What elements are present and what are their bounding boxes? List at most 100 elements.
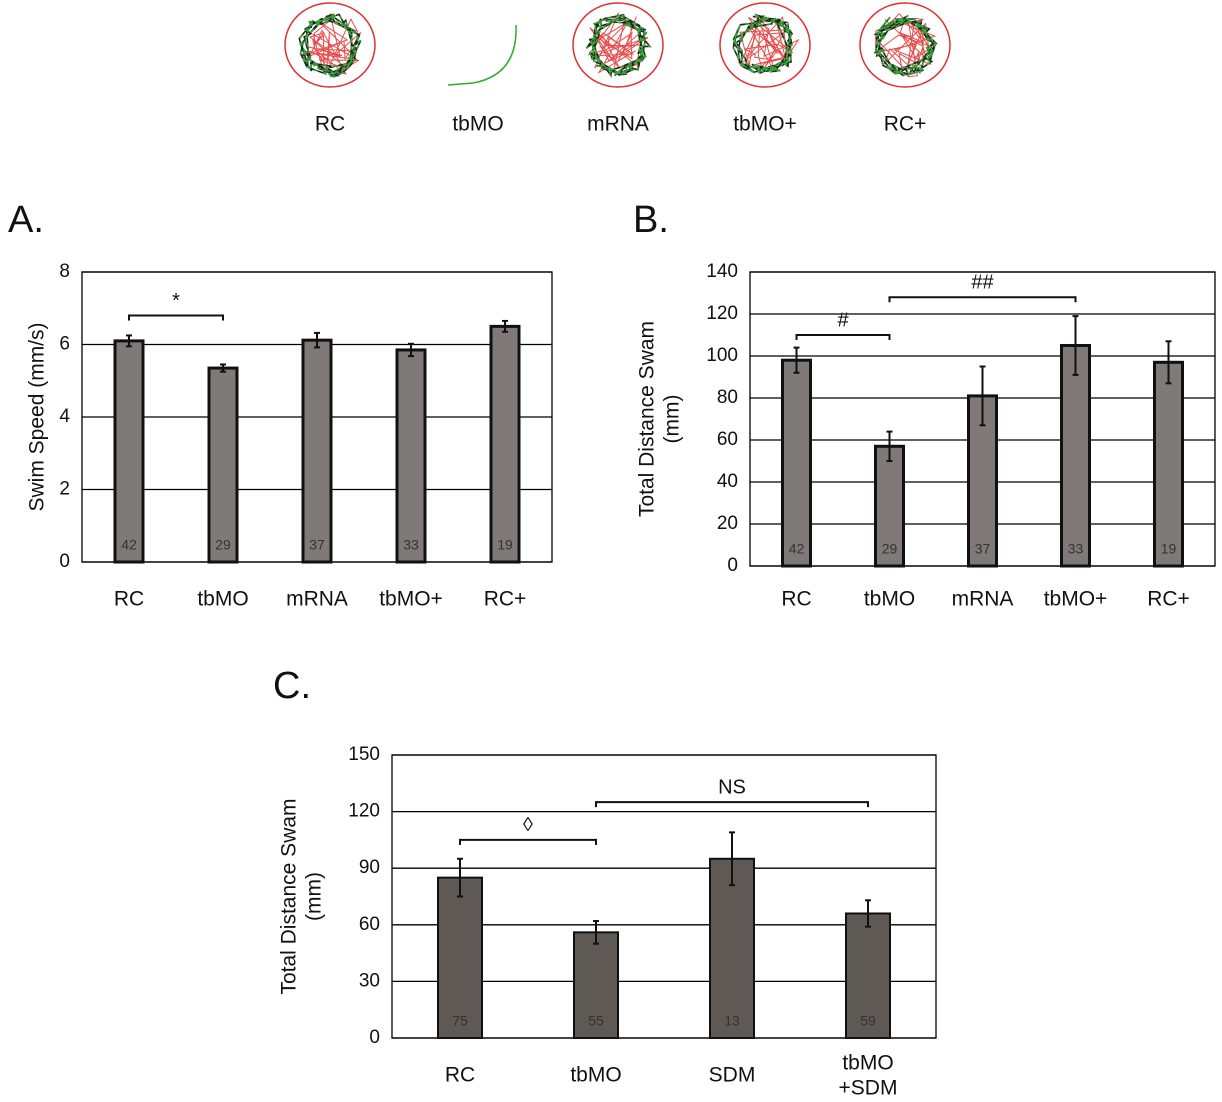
y-tick-label: 30 (359, 970, 380, 991)
y-tick-label: 0 (369, 1027, 380, 1048)
count-label: 42 (789, 541, 805, 557)
bar (301, 338, 333, 564)
significance-label: NS (718, 776, 746, 798)
y-tick-label: 150 (348, 744, 380, 765)
x-tick-label: RC+ (484, 588, 527, 611)
significance-bracket (459, 838, 597, 845)
y-tick-label: 8 (59, 261, 70, 282)
bar (781, 358, 812, 568)
y-tick-label: 60 (359, 914, 380, 935)
count-label: 13 (724, 1013, 740, 1029)
count-label: 59 (860, 1013, 876, 1029)
bar (395, 348, 427, 564)
y-tick-label: 120 (706, 303, 738, 324)
y-tick-label: 0 (727, 555, 738, 576)
x-tick-label: tbMO (864, 588, 915, 611)
significance-bracket (595, 801, 869, 808)
error-bar (593, 920, 599, 945)
x-tick-label: RC+ (1147, 588, 1190, 611)
error-bar (886, 430, 893, 462)
bar (113, 339, 145, 564)
y-tick-label: 100 (706, 345, 738, 366)
y-axis-label: Swim Speed (mm/s) (26, 322, 49, 511)
count-label: 29 (215, 537, 231, 553)
arena (859, 2, 951, 88)
error-bar (1165, 340, 1172, 385)
track-label: RC (315, 113, 345, 136)
x-tick-label: RC (114, 588, 144, 611)
x-tick-label: tbMO+ (1044, 588, 1108, 611)
bar (1153, 360, 1184, 568)
track-green (298, 13, 362, 78)
significance-label: ◊ (523, 814, 533, 836)
track-green (732, 13, 793, 74)
significance-bracket (795, 334, 891, 340)
x-tick-label: RC (781, 588, 811, 611)
bar (874, 444, 905, 568)
track-label: tbMO+ (733, 113, 797, 136)
y-axis-label: Total Distance Swam (mm) (277, 798, 325, 994)
bar (437, 876, 483, 1040)
bar (207, 366, 239, 564)
x-tick-label: tbMO+ (379, 588, 443, 611)
count-label: 37 (975, 541, 991, 557)
error-bar (502, 319, 508, 333)
x-tick-label: RC (445, 1064, 475, 1087)
bar (1060, 344, 1091, 568)
y-tick-label: 140 (706, 261, 738, 282)
arena (572, 2, 664, 88)
bar (489, 324, 521, 564)
track-red (739, 14, 800, 73)
track-label: tbMO (452, 113, 503, 136)
count-label: 75 (452, 1013, 468, 1029)
y-tick-label: 4 (59, 406, 70, 427)
error-bar (793, 346, 800, 374)
y-axis-label: Total Distance Swam (mm) (635, 321, 683, 517)
y-tick-label: 0 (59, 551, 70, 572)
track-label: mRNA (587, 113, 649, 136)
error-bar (457, 857, 463, 898)
significance-bracket (888, 296, 1077, 303)
y-tick-label: 120 (348, 801, 380, 822)
error-bar (220, 363, 226, 373)
y-tick-label: 60 (717, 429, 738, 450)
error-bar (314, 331, 320, 349)
panel-label: B. (633, 199, 669, 241)
y-tick-label: 6 (59, 334, 70, 355)
y-tick-label: 40 (717, 471, 738, 492)
count-label: 33 (403, 537, 419, 553)
bar (573, 931, 619, 1040)
y-tick-label: 20 (717, 513, 738, 534)
track-label: RC+ (884, 113, 927, 136)
y-tick-label: 90 (359, 857, 380, 878)
x-tick-label: tbMO (197, 588, 248, 611)
count-label: 42 (121, 537, 137, 553)
y-tick-label: 2 (59, 479, 70, 500)
count-label: 19 (1161, 541, 1177, 557)
panel-label: A. (8, 199, 44, 241)
count-label: 55 (588, 1013, 604, 1029)
track-path (447, 24, 517, 86)
x-tick-label: tbMO (570, 1064, 621, 1087)
track-green (585, 14, 652, 78)
track-green (873, 15, 938, 76)
significance-label: ## (971, 271, 994, 293)
error-bar (408, 342, 414, 358)
significance-label: * (172, 290, 180, 312)
x-tick-label: mRNA (952, 588, 1014, 611)
error-bar (865, 899, 871, 928)
count-label: 19 (497, 537, 513, 553)
x-tick-label: tbMO +SDM (839, 1051, 898, 1099)
significance-bracket (128, 314, 224, 321)
y-tick-label: 80 (717, 387, 738, 408)
plot-frame (391, 754, 937, 1039)
count-label: 33 (1068, 541, 1084, 557)
error-bar (979, 365, 986, 427)
error-bar (1072, 315, 1079, 376)
x-tick-label: SDM (709, 1064, 756, 1087)
arena (719, 2, 811, 88)
error-bar (126, 334, 132, 348)
panel-label: C. (273, 665, 311, 707)
arena (284, 2, 376, 88)
